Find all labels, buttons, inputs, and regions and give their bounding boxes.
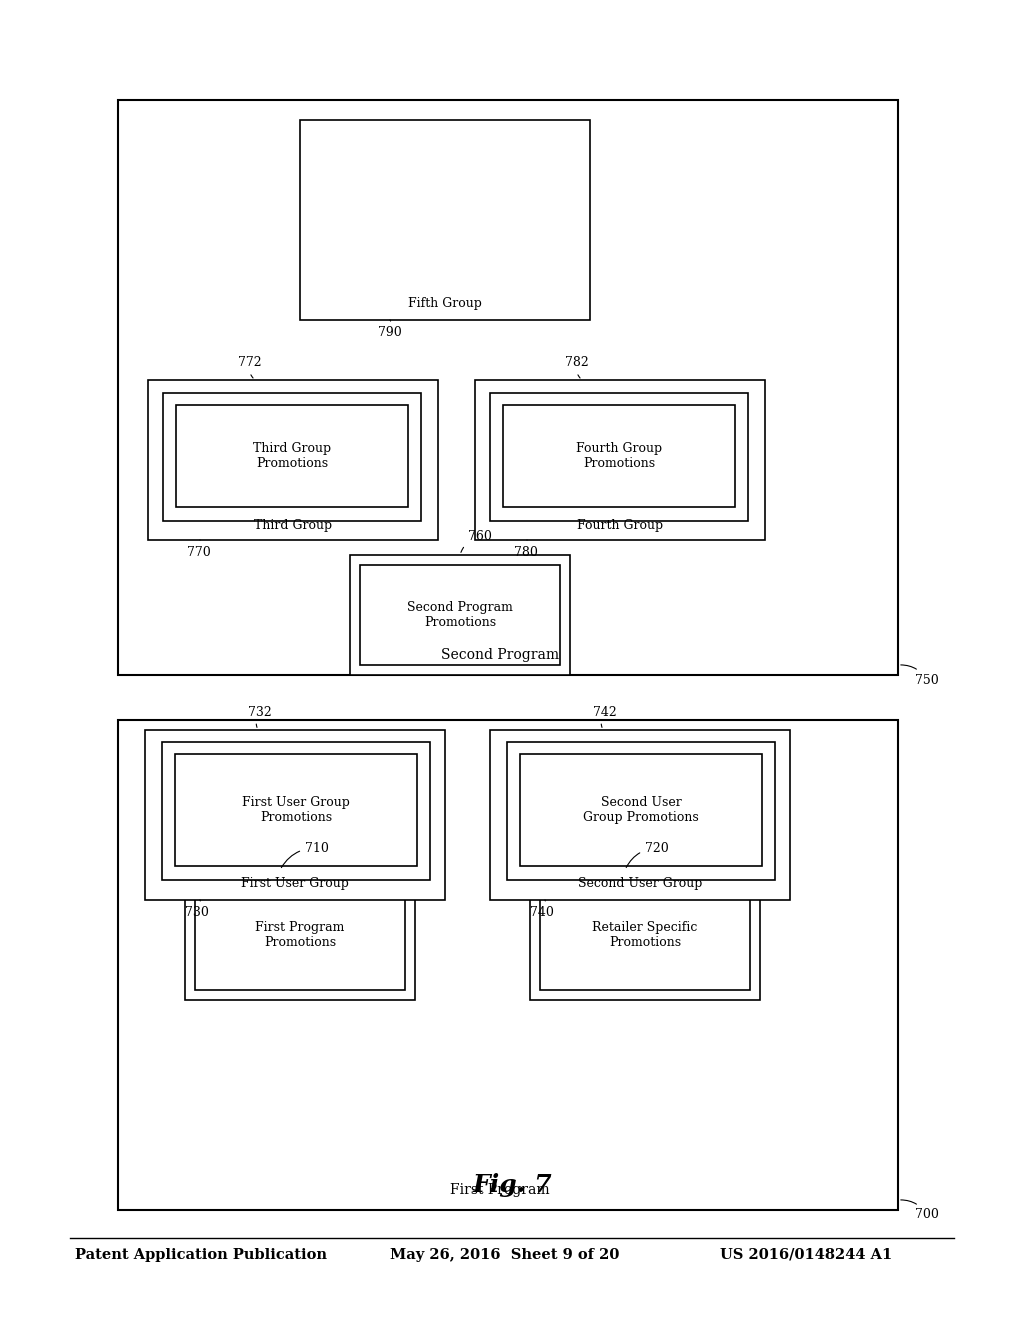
Text: Second User Group: Second User Group bbox=[578, 876, 702, 890]
Text: First Program
Promotions: First Program Promotions bbox=[255, 921, 345, 949]
Text: Second Program: Second Program bbox=[441, 648, 559, 663]
Text: 790: 790 bbox=[378, 319, 401, 339]
Text: Second User
Group Promotions: Second User Group Promotions bbox=[583, 796, 698, 824]
Text: Patent Application Publication: Patent Application Publication bbox=[75, 1247, 327, 1262]
Text: 732: 732 bbox=[248, 705, 271, 727]
Text: 750: 750 bbox=[901, 665, 939, 686]
Text: 730: 730 bbox=[185, 900, 209, 920]
Bar bbox=[540, 880, 750, 990]
Bar bbox=[185, 870, 415, 1001]
Bar bbox=[118, 719, 898, 1210]
Bar bbox=[507, 742, 775, 880]
Text: Fourth Group
Promotions: Fourth Group Promotions bbox=[575, 442, 663, 470]
Text: 740: 740 bbox=[530, 900, 554, 920]
Bar bbox=[163, 393, 421, 521]
Bar bbox=[490, 393, 748, 521]
Text: 770: 770 bbox=[187, 540, 211, 558]
Text: 710: 710 bbox=[282, 842, 329, 867]
Bar bbox=[162, 742, 430, 880]
Bar bbox=[148, 380, 438, 540]
Text: 700: 700 bbox=[901, 1200, 939, 1221]
Text: Fifth Group: Fifth Group bbox=[408, 297, 482, 309]
Text: First Program: First Program bbox=[451, 1183, 550, 1197]
Bar bbox=[145, 730, 445, 900]
Bar bbox=[503, 405, 735, 507]
Text: 760: 760 bbox=[461, 531, 492, 552]
Bar bbox=[490, 730, 790, 900]
Text: 782: 782 bbox=[565, 356, 589, 378]
Text: Second Program
Promotions: Second Program Promotions bbox=[408, 601, 513, 630]
Text: Third Group: Third Group bbox=[254, 519, 332, 532]
Text: Fourth Group: Fourth Group bbox=[577, 519, 664, 532]
Text: First User Group: First User Group bbox=[241, 876, 349, 890]
Text: 742: 742 bbox=[593, 705, 616, 727]
Bar bbox=[475, 380, 765, 540]
Text: Fig. 7: Fig. 7 bbox=[472, 1173, 552, 1197]
Bar bbox=[360, 565, 560, 665]
Text: 772: 772 bbox=[238, 356, 261, 378]
Bar bbox=[175, 754, 417, 866]
Bar bbox=[118, 100, 898, 675]
Bar bbox=[520, 754, 762, 866]
Bar bbox=[350, 554, 570, 675]
Bar bbox=[195, 880, 406, 990]
Text: Third Group
Promotions: Third Group Promotions bbox=[253, 442, 331, 470]
Bar bbox=[300, 120, 590, 319]
Text: May 26, 2016  Sheet 9 of 20: May 26, 2016 Sheet 9 of 20 bbox=[390, 1247, 620, 1262]
Text: First User Group
Promotions: First User Group Promotions bbox=[242, 796, 350, 824]
Text: 720: 720 bbox=[627, 842, 669, 867]
Text: US 2016/0148244 A1: US 2016/0148244 A1 bbox=[720, 1247, 892, 1262]
Bar bbox=[530, 870, 760, 1001]
Text: Retailer Specific
Promotions: Retailer Specific Promotions bbox=[592, 921, 697, 949]
Text: 780: 780 bbox=[514, 540, 538, 558]
Bar bbox=[176, 405, 408, 507]
